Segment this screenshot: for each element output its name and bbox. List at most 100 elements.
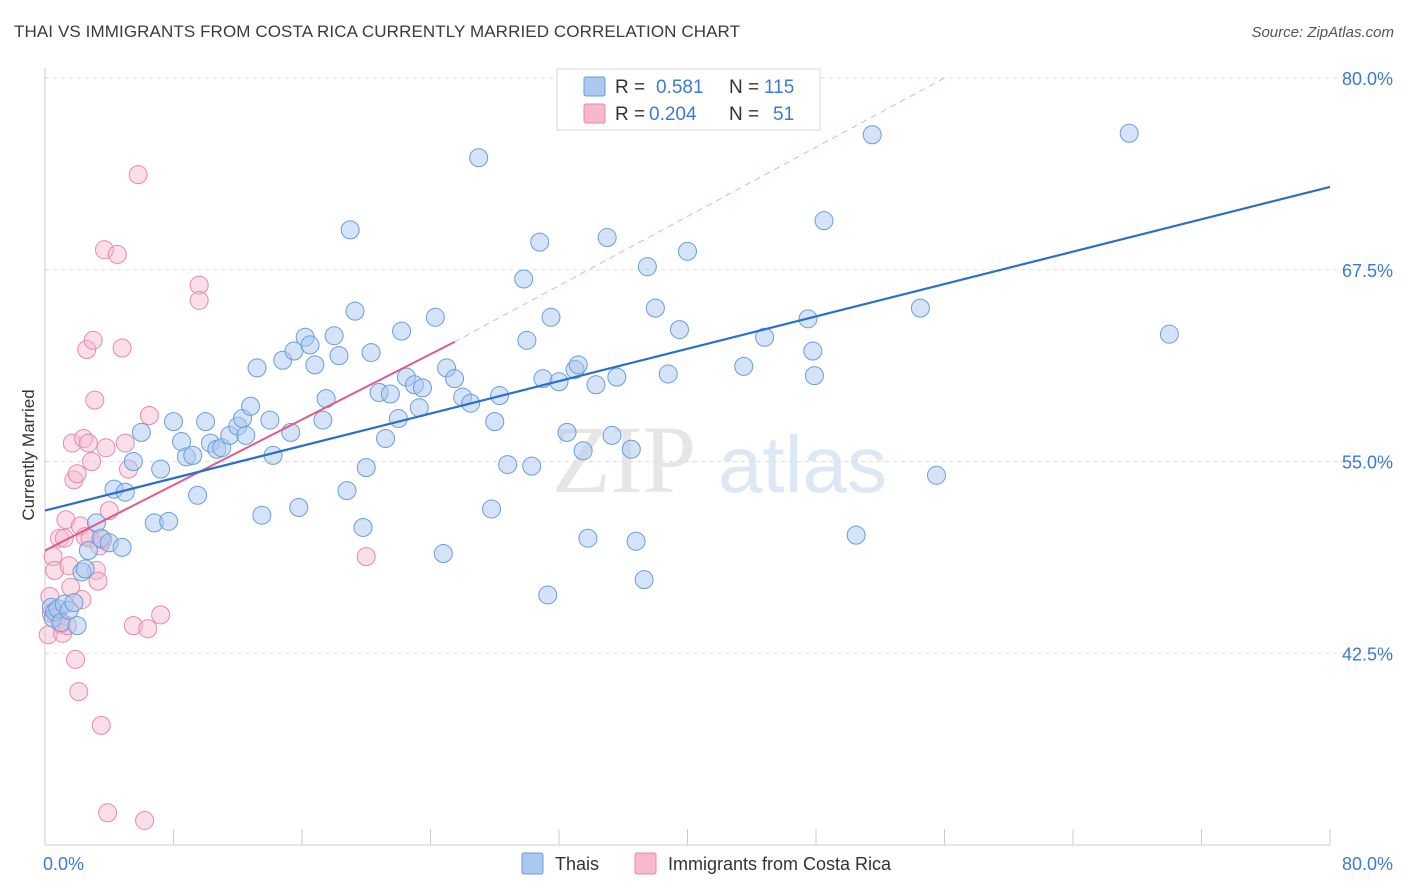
data-point-costa-rica (64, 470, 84, 490)
data-point-thais (412, 378, 432, 398)
data-point-costa-rica (112, 338, 132, 358)
data-point-thais (75, 559, 95, 579)
bottom-legend-swatch-thais (521, 852, 544, 875)
data-point-costa-rica (88, 571, 108, 591)
data-point-costa-rica (62, 433, 82, 453)
data-point-thais (236, 425, 256, 445)
data-point-thais (247, 358, 267, 378)
y-tick-label: 55.0% (1342, 453, 1393, 473)
data-point-thais (522, 456, 542, 476)
data-point-thais (337, 481, 357, 501)
data-point-thais (151, 459, 171, 479)
trend-line-thais (44, 185, 1331, 512)
legend-r-value-1: 0.581 (656, 77, 704, 98)
legend-n-value-1: 115 (764, 77, 794, 98)
data-point-thais (131, 422, 151, 442)
data-point-thais (469, 148, 489, 168)
data-point-thais (669, 320, 689, 340)
axes (44, 68, 1331, 846)
legend-swatch-thais (583, 76, 606, 97)
data-point-costa-rica (67, 464, 87, 484)
data-point-thais (658, 364, 678, 384)
data-point-thais (388, 409, 408, 429)
bottom-legend-label-costa-rica: Immigrants from Costa Rica (668, 854, 892, 874)
data-point-thais (260, 410, 280, 430)
watermark-zip: ZIP (552, 406, 696, 513)
data-point-costa-rica (56, 510, 76, 530)
watermark-atlas: atlas (718, 420, 887, 509)
data-point-thais (340, 220, 360, 240)
series-costa-rica (38, 165, 376, 830)
data-point-thais (926, 465, 946, 485)
data-point-costa-rica (115, 433, 135, 453)
data-point-thais (392, 321, 412, 341)
data-point-thais (602, 425, 622, 445)
data-point-thais (300, 335, 320, 355)
y-axis-title: Currently Married (19, 389, 38, 520)
data-point-thais (910, 298, 930, 318)
data-point-thais (159, 511, 179, 531)
data-point-thais (345, 301, 365, 321)
data-point-thais (514, 269, 534, 289)
data-point-costa-rica (91, 715, 111, 735)
data-point-thais (846, 525, 866, 545)
data-point-costa-rica (82, 452, 102, 471)
data-point-costa-rica (69, 682, 89, 702)
data-point-thais (164, 412, 183, 432)
data-point-thais (361, 343, 381, 363)
data-point-costa-rica (85, 390, 105, 410)
data-point-costa-rica (189, 275, 209, 295)
data-point-thais (557, 422, 577, 442)
trend-line-costa-rica (44, 340, 456, 552)
data-point-thais (645, 298, 665, 318)
legend-n-label-2: N = (729, 104, 759, 125)
data-point-costa-rica (94, 240, 114, 260)
data-point-thais (376, 428, 396, 448)
data-point-thais (313, 410, 333, 430)
data-point-costa-rica (78, 433, 98, 453)
bottom-legend-label-thais: Thais (555, 854, 599, 874)
data-point-costa-rica (98, 803, 118, 823)
watermark: ZIP atlas (552, 406, 887, 513)
tick-labels: 42.5% 55.0% 67.5% 80.0% 0.0% 80.0% (43, 69, 1393, 874)
data-point-thais (634, 570, 654, 590)
data-point-costa-rica (83, 330, 103, 350)
data-point-thais (1159, 324, 1179, 344)
data-point-costa-rica (356, 547, 376, 567)
data-point-thais (573, 441, 593, 461)
data-point-thais (112, 537, 132, 557)
data-point-costa-rica (107, 244, 127, 264)
data-point-costa-rica (96, 438, 116, 458)
legend-n-label-1: N = (729, 77, 759, 98)
bottom-legend-swatch-costa-rica (634, 852, 657, 875)
data-point-thais (803, 341, 823, 361)
data-point-thais (329, 346, 349, 366)
data-point-thais (517, 330, 537, 350)
data-point-thais (353, 517, 373, 537)
data-point-costa-rica (135, 810, 155, 830)
data-point-thais (538, 585, 558, 605)
legend-r-label-2: R = (615, 104, 645, 125)
data-point-thais (1119, 123, 1139, 143)
data-point-costa-rica (151, 605, 171, 625)
data-point-thais (78, 540, 98, 560)
legend-swatch-costa-rica (583, 103, 606, 124)
data-point-thais (621, 439, 641, 459)
data-point-thais (324, 326, 344, 346)
data-point-thais (241, 396, 261, 416)
trend-line-costa-rica-extension (454, 77, 945, 343)
legend-n-value-2: 51 (773, 104, 794, 125)
data-point-thais (196, 412, 216, 432)
data-point-thais (485, 412, 505, 432)
data-point-thais (425, 307, 445, 327)
x-tick-label: 0.0% (43, 854, 84, 874)
data-point-thais (678, 241, 697, 261)
data-point-thais (380, 384, 400, 404)
data-point-thais (541, 307, 561, 327)
series-thais (41, 123, 1179, 636)
data-point-thais (804, 366, 824, 386)
data-point-thais (586, 375, 606, 395)
data-point-thais (252, 505, 272, 525)
data-point-thais (445, 369, 465, 389)
